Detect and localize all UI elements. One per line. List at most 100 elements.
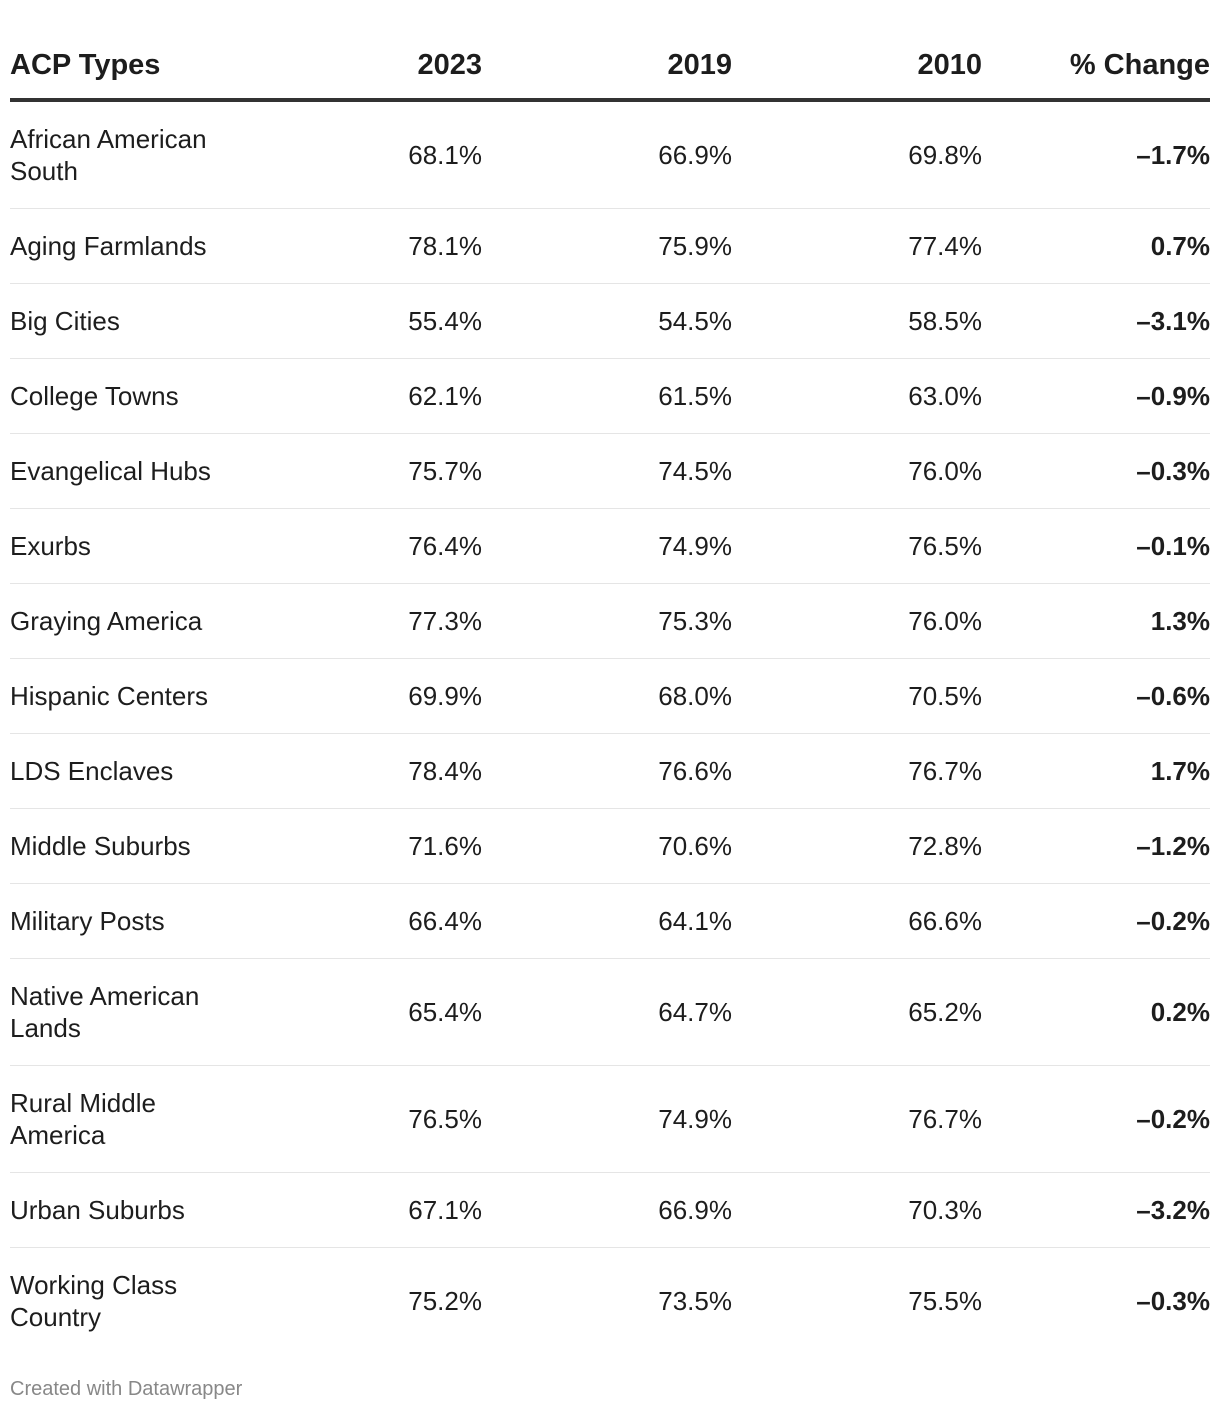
cell-percent-change: –0.3% [1136, 1286, 1210, 1316]
cell-2019: 61.5% [490, 358, 740, 434]
table-container: ACP Types 2023 2019 2010 % Change Africa… [10, 0, 1210, 1400]
cell-2010: 70.3% [740, 1172, 990, 1248]
cell-2019: 74.9% [490, 1065, 740, 1173]
table-header: ACP Types 2023 2019 2010 % Change [10, 0, 1210, 102]
cell-acp-type: Working Class Country [10, 1270, 178, 1332]
cell-2023: 69.9% [240, 658, 490, 734]
cell-2010: 65.2% [740, 958, 990, 1066]
cell-acp-type: Rural Middle America [10, 1065, 240, 1173]
table-row: Graying America 77.3% 75.3% 76.0% 1.3% [10, 583, 1210, 659]
cell-2019: 75.3% [490, 583, 740, 659]
cell-2010: 77.4% [740, 208, 990, 284]
cell-2010: 70.5% [740, 658, 990, 734]
cell-percent-change: –0.3% [990, 433, 1210, 509]
cell-2023: 67.1% [240, 1172, 490, 1248]
table-row: Evangelical Hubs 75.7% 74.5% 76.0% –0.3% [10, 433, 1210, 509]
cell-acp-type: Military Posts [10, 883, 240, 959]
cell-2023: 65.4% [240, 958, 490, 1066]
table-row: Working Class Country 75.2% 73.5% 75.5% –0.3… [10, 1248, 1210, 1355]
table-row: Rural Middle America 76.5% 74.9% 76.7% –0.2% [10, 1065, 1210, 1173]
cell-percent-change: –3.1% [990, 283, 1210, 359]
table-row: Middle Suburbs 71.6% 70.6% 72.8% –1.2% [10, 808, 1210, 884]
cell-2019: 68.0% [490, 658, 740, 734]
cell-acp-type: Urban Suburbs [10, 1172, 240, 1248]
column-header-acp-types[interactable]: ACP Types [10, 0, 240, 102]
cell-2023: 77.3% [240, 583, 490, 659]
table-row: Big Cities 55.4% 54.5% 58.5% –3.1% [10, 283, 1210, 359]
cell-2019: 75.9% [490, 208, 740, 284]
cell-percent-change: –1.2% [990, 808, 1210, 884]
cell-acp-type: Exurbs [10, 508, 240, 584]
cell-acp-type: African American South [10, 100, 240, 209]
column-header-2019[interactable]: 2019 [490, 0, 740, 102]
cell-2023: 68.1% [240, 100, 490, 209]
column-header-2023[interactable]: 2023 [240, 0, 490, 102]
cell-percent-change: –0.2% [990, 883, 1210, 959]
cell-2019: 54.5% [490, 283, 740, 359]
table-row: College Towns 62.1% 61.5% 63.0% –0.9% [10, 358, 1210, 434]
cell-2019: 64.1% [490, 883, 740, 959]
cell-2023: 71.6% [240, 808, 490, 884]
cell-2023: 55.4% [240, 283, 490, 359]
cell-acp-type: Big Cities [10, 283, 240, 359]
table-row: Aging Farmlands 78.1% 75.9% 77.4% 0.7% [10, 208, 1210, 284]
cell-2023: 76.5% [240, 1065, 490, 1173]
cell-2019: 66.9% [490, 1172, 740, 1248]
cell-percent-change: 0.2% [990, 958, 1210, 1066]
cell-acp-type: Graying America [10, 583, 240, 659]
cell-2010: 66.6% [740, 883, 990, 959]
cell-2023: 76.4% [240, 508, 490, 584]
cell-percent-change: –0.2% [990, 1065, 1210, 1173]
cell-2023: 78.4% [240, 733, 490, 809]
cell-2010: 76.7% [740, 733, 990, 809]
cell-percent-change: 0.7% [990, 208, 1210, 284]
cell-acp-type: Native American Lands [10, 958, 240, 1066]
column-header-percent-change[interactable]: % Change [990, 0, 1210, 102]
cell-2023: 66.4% [240, 883, 490, 959]
table-row: Native American Lands 65.4% 64.7% 65.2% 0.2% [10, 958, 1210, 1066]
cell-acp-type: Evangelical Hubs [10, 433, 240, 509]
cell-acp-type: LDS Enclaves [10, 733, 240, 809]
cell-2023: 62.1% [240, 358, 490, 434]
cell-2023: 75.7% [240, 433, 490, 509]
cell-percent-change: –0.6% [990, 658, 1210, 734]
cell-2019: 74.9% [490, 508, 740, 584]
data-table: ACP Types 2023 2019 2010 % Change Africa… [10, 0, 1210, 1354]
cell-2019: 64.7% [490, 958, 740, 1066]
table-body: African American South 68.1% 66.9% 69.8% –1.… [10, 100, 1210, 1354]
cell-percent-change: –0.9% [990, 358, 1210, 434]
cell-percent-change: –0.1% [990, 508, 1210, 584]
table-row: Exurbs 76.4% 74.9% 76.5% –0.1% [10, 508, 1210, 584]
table-row: African American South 68.1% 66.9% 69.8% –1.… [10, 100, 1210, 209]
cell-2010: 63.0% [740, 358, 990, 434]
table-row: Urban Suburbs 67.1% 66.9% 70.3% –3.2% [10, 1172, 1210, 1248]
header-row: ACP Types 2023 2019 2010 % Change [10, 0, 1210, 102]
cell-2010: 69.8% [740, 100, 990, 209]
cell-percent-change: 1.3% [990, 583, 1210, 659]
cell-2019: 76.6% [490, 733, 740, 809]
cell-2019: 73.5% [658, 1286, 732, 1316]
cell-2019: 74.5% [490, 433, 740, 509]
footer-credit: Created with Datawrapper [10, 1378, 243, 1400]
cell-acp-type: Hispanic Centers [10, 658, 240, 734]
cell-2023: 78.1% [240, 208, 490, 284]
cell-acp-type: College Towns [10, 358, 240, 434]
cell-2010: 76.0% [740, 433, 990, 509]
table-row: Hispanic Centers 69.9% 68.0% 70.5% –0.6% [10, 658, 1210, 734]
cell-2010: 75.5% [908, 1286, 982, 1316]
table-row: LDS Enclaves 78.4% 76.6% 76.7% 1.7% [10, 733, 1210, 809]
column-header-2010[interactable]: 2010 [740, 0, 990, 102]
cell-2023: 75.2% [408, 1286, 482, 1316]
cell-acp-type: Aging Farmlands [10, 208, 240, 284]
cell-2010: 58.5% [740, 283, 990, 359]
cell-2010: 76.7% [740, 1065, 990, 1173]
cell-2010: 76.0% [740, 583, 990, 659]
cell-percent-change: –1.7% [990, 100, 1210, 209]
cell-percent-change: 1.7% [990, 733, 1210, 809]
table-row: Military Posts 66.4% 64.1% 66.6% –0.2% [10, 883, 1210, 959]
cell-acp-type: Middle Suburbs [10, 808, 240, 884]
cell-2019: 70.6% [490, 808, 740, 884]
cell-2010: 72.8% [740, 808, 990, 884]
cell-2010: 76.5% [740, 508, 990, 584]
cell-2019: 66.9% [490, 100, 740, 209]
